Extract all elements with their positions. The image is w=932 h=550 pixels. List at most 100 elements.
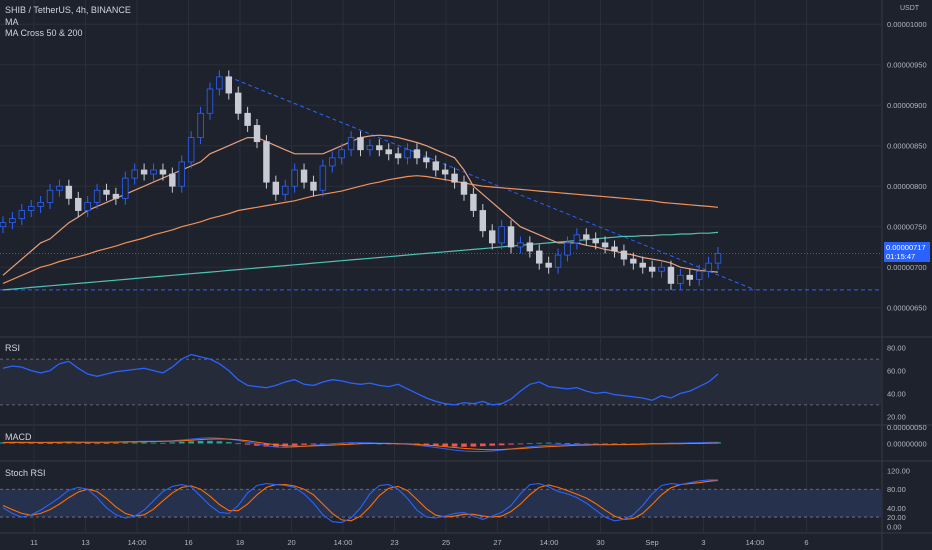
macd-histogram-bar bbox=[564, 443, 571, 444]
macd-pane-label[interactable]: MACD bbox=[5, 432, 32, 442]
candle-body bbox=[178, 161, 185, 187]
macd-histogram-bar bbox=[282, 443, 289, 447]
stoch-pane-label[interactable]: Stoch RSI bbox=[5, 468, 46, 478]
ma50-line bbox=[2, 175, 719, 284]
macd-histogram-bar bbox=[320, 443, 326, 445]
macd-histogram-bar bbox=[122, 442, 129, 444]
candle-body bbox=[84, 201, 91, 211]
macd-histogram-bar bbox=[574, 443, 580, 445]
ma-legend[interactable]: MA bbox=[5, 17, 19, 27]
candle-body bbox=[347, 137, 355, 151]
macd-histogram-bar bbox=[291, 443, 298, 446]
x-axis-tick-label: 6 bbox=[804, 538, 808, 547]
candle-body bbox=[667, 266, 675, 284]
price-tick-label: 0.00000950 bbox=[887, 61, 927, 70]
macd-histogram-bar bbox=[28, 442, 35, 444]
x-axis-tick-label: 27 bbox=[493, 538, 501, 547]
macd-histogram-bar bbox=[188, 441, 194, 444]
macd-tick-label: 0.00000000 bbox=[887, 440, 927, 449]
candle-body bbox=[460, 181, 468, 195]
candle-body bbox=[413, 149, 421, 159]
macd-histogram-bar bbox=[602, 443, 608, 445]
macd-histogram-bar bbox=[301, 443, 307, 445]
stoch-tick-label: 120.00 bbox=[887, 467, 910, 476]
candle-body bbox=[56, 185, 63, 191]
x-axis-tick-label: 3 bbox=[701, 538, 705, 547]
candle-body bbox=[65, 185, 73, 199]
symbol-legend[interactable]: SHIB / TetherUS, 4h, BINANCE bbox=[5, 5, 131, 15]
macd-histogram-bar bbox=[47, 443, 53, 444]
x-axis-tick-label: 18 bbox=[236, 538, 244, 547]
macd-histogram-bar bbox=[254, 443, 260, 446]
candle-body bbox=[554, 254, 562, 268]
macd-tick-label: 0.00000050 bbox=[887, 423, 927, 432]
macd-histogram-bar bbox=[517, 443, 524, 445]
quote-currency-label: USDT bbox=[900, 5, 920, 12]
macd-histogram-bar bbox=[103, 443, 110, 444]
candle-body bbox=[234, 92, 242, 114]
candle-body bbox=[714, 253, 722, 264]
candle-body bbox=[601, 242, 609, 248]
rsi-tick-label: 20.00 bbox=[887, 412, 906, 421]
macd-histogram-bar bbox=[9, 442, 16, 444]
candle-body bbox=[404, 149, 411, 159]
candle-body bbox=[592, 238, 599, 244]
macd-histogram-bar bbox=[479, 443, 486, 447]
candle-body bbox=[545, 262, 552, 268]
macd-histogram-bar bbox=[348, 442, 354, 444]
candle-body bbox=[253, 125, 261, 143]
macd-histogram-bar bbox=[263, 443, 270, 447]
macd-histogram-bar bbox=[470, 443, 477, 447]
candle-body bbox=[319, 165, 327, 191]
macd-histogram-bar bbox=[75, 442, 82, 444]
candle-body bbox=[432, 161, 439, 171]
macd-histogram-bar bbox=[432, 443, 439, 446]
macd-histogram-bar bbox=[545, 442, 552, 444]
candle-body bbox=[451, 173, 458, 183]
macd-histogram-bar bbox=[131, 442, 138, 444]
macd-histogram-bar bbox=[423, 443, 430, 446]
candle-body bbox=[385, 149, 392, 155]
ma-cross-legend[interactable]: MA Cross 50 & 200 bbox=[5, 28, 83, 38]
x-axis-tick-label: Sep bbox=[645, 538, 658, 547]
macd-histogram-bar bbox=[527, 443, 533, 445]
candle-body bbox=[338, 149, 345, 159]
macd-histogram-bar bbox=[0, 442, 6, 444]
x-axis-tick-label: 14:00 bbox=[540, 538, 559, 547]
candle-body bbox=[526, 242, 534, 252]
macd-histogram-bar bbox=[461, 443, 467, 447]
x-axis-tick-label: 16 bbox=[184, 538, 192, 547]
candle-body bbox=[564, 242, 571, 256]
candle-body bbox=[658, 266, 665, 272]
candle-body bbox=[37, 201, 44, 207]
macd-histogram-bar bbox=[216, 441, 223, 444]
macd-histogram-bar bbox=[207, 440, 213, 444]
candle-body bbox=[0, 222, 7, 228]
candle-body bbox=[470, 193, 477, 211]
price-tick-label: 0.00000700 bbox=[887, 263, 927, 272]
candle-body bbox=[423, 157, 430, 163]
candle-body bbox=[639, 262, 646, 268]
candle-body bbox=[357, 137, 364, 151]
macd-histogram-bar bbox=[66, 442, 72, 444]
stoch-tick-label: 0.00 bbox=[887, 522, 902, 531]
rsi-pane-label[interactable]: RSI bbox=[5, 343, 21, 353]
rsi-band-fill bbox=[0, 359, 882, 405]
stoch-k-line bbox=[2, 479, 718, 524]
candle-body bbox=[197, 112, 204, 139]
x-axis-tick-label: 14:00 bbox=[334, 538, 353, 547]
macd-histogram-bar bbox=[160, 442, 166, 444]
candle-body bbox=[244, 112, 251, 126]
candle-body bbox=[620, 250, 628, 260]
macd-histogram-bar bbox=[84, 443, 91, 444]
macd-histogram-bar bbox=[715, 442, 721, 444]
macd-histogram-bar bbox=[536, 442, 543, 444]
candle-body bbox=[686, 274, 693, 280]
candle-body bbox=[630, 258, 637, 264]
candle-body bbox=[300, 169, 308, 183]
stoch-band-fill bbox=[0, 489, 882, 518]
candle-body bbox=[517, 242, 524, 248]
macd-histogram-bar bbox=[56, 442, 63, 444]
